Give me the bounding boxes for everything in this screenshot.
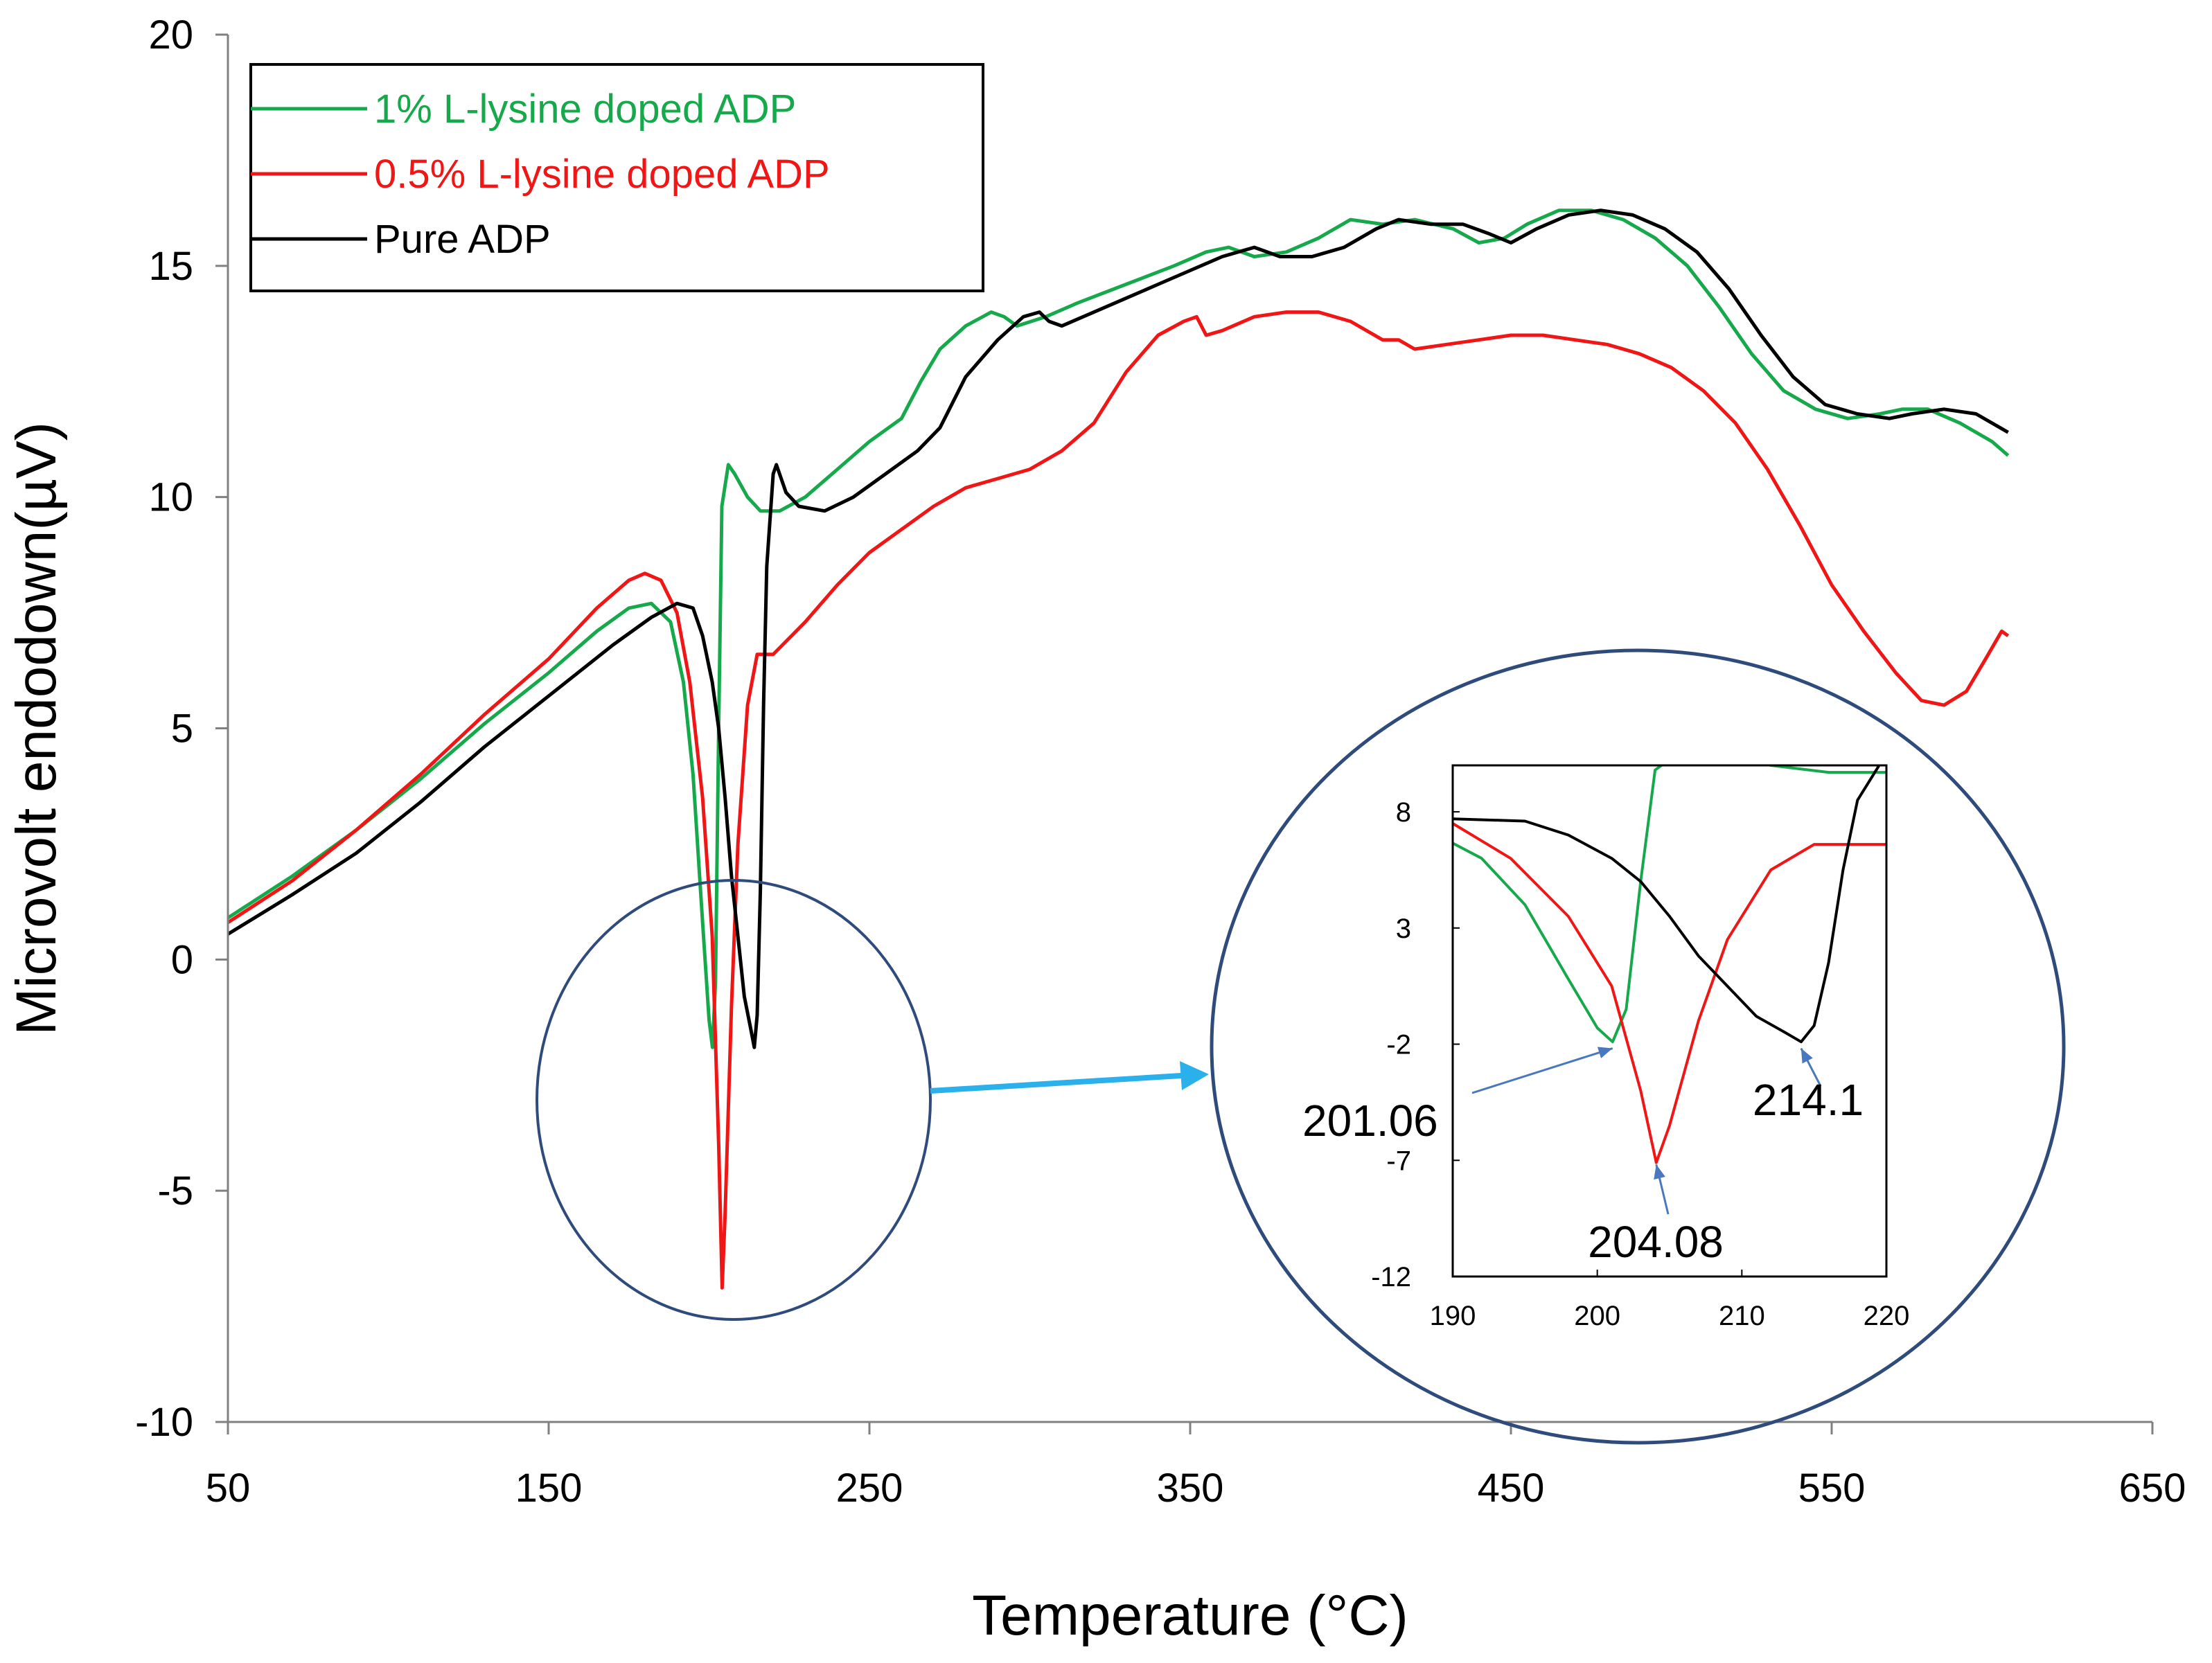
legend-box [249, 63, 984, 292]
x-tick-label: 450 [1478, 1466, 1545, 1511]
series-line-2 [227, 208, 2009, 1049]
inset-x-tick-label: 210 [1719, 1301, 1765, 1331]
x-tick-label: 550 [1798, 1466, 1866, 1511]
y-axis-title: Microvolt endodown(µV) [5, 422, 68, 1035]
main-ticks-group: 50 150 250 350 450 550 650 -10 -5 0 5 10 15 20 [135, 12, 2186, 1511]
annotation-label-1: 204.08 [1588, 1217, 1724, 1267]
annotation-arrow-0 [1471, 1047, 1613, 1094]
zoom-target-circle [1210, 648, 2066, 1445]
y-tick-label: 0 [171, 937, 193, 982]
zoom-arrow-head [1180, 1061, 1209, 1090]
inset-series-line-1 [1453, 822, 1886, 1164]
inset-annotations-group: 201.06 204.08 214.1 [1302, 1047, 1864, 1267]
annotation-label-0: 201.06 [1302, 1096, 1438, 1146]
inset-x-tick-label: 220 [1864, 1301, 1910, 1331]
inset-series-line-2 [1453, 765, 1881, 1044]
series-line-1 [227, 310, 2010, 1290]
main-series-group [227, 208, 2010, 1290]
zoom-source-circle [536, 879, 932, 1321]
legend-label-0: 1% L-lysine doped ADP [374, 87, 796, 132]
inset-series-group [1453, 765, 1886, 1164]
x-tick-label: 650 [2119, 1466, 2186, 1511]
annotation-arrowhead-1 [1654, 1164, 1665, 1180]
y-tick-label: 10 [148, 475, 193, 520]
y-tick-label: 5 [171, 706, 193, 752]
x-tick-label: 250 [836, 1466, 903, 1511]
y-tick-label: 20 [148, 12, 193, 57]
x-axis-title: Temperature (°C) [972, 1584, 1408, 1647]
annotation-arrowhead-2 [1800, 1048, 1813, 1064]
inset-y-tick-label: 3 [1396, 914, 1411, 944]
inset-plot-area: 190 200 210 220 8 3 -2 -7 -12 201.06 204.08 214.1 [1302, 764, 1909, 1331]
annotation-label-2: 214.1 [1753, 1075, 1864, 1125]
main-plot-area: 50 150 250 350 450 550 650 -10 -5 0 5 10 15 20 [135, 12, 2186, 1511]
legend-label-2: Pure ADP [374, 217, 551, 262]
inset-y-tick-label: 8 [1396, 797, 1411, 828]
legend-label-1: 0.5% L-lysine doped ADP [374, 152, 830, 197]
inset-y-tick-label: -2 [1386, 1030, 1411, 1060]
legend: 1% L-lysine doped ADP 0.5% L-lysine doped… [249, 63, 984, 292]
y-tick-label: -5 [157, 1168, 193, 1213]
inset-frame [1451, 764, 1888, 1278]
inset-y-tick-label: -7 [1386, 1146, 1411, 1176]
y-tick-label: 15 [148, 244, 193, 289]
y-tick-label: -10 [135, 1400, 193, 1445]
inset-ticks-group: 190 200 210 220 8 3 -2 -7 -12 [1371, 797, 1909, 1331]
inset-x-tick-label: 200 [1574, 1301, 1620, 1331]
zoom-arrow-line [930, 1073, 1182, 1094]
annotation-arrowhead-0 [1597, 1047, 1613, 1058]
inset-series-line-0 [1453, 765, 1886, 1044]
series-line-0 [227, 208, 2010, 1049]
inset-y-tick-label: -12 [1371, 1262, 1411, 1292]
x-tick-label: 50 [206, 1466, 251, 1511]
x-tick-label: 150 [515, 1466, 583, 1511]
inset-x-tick-label: 190 [1430, 1301, 1476, 1331]
x-tick-label: 350 [1157, 1466, 1224, 1511]
